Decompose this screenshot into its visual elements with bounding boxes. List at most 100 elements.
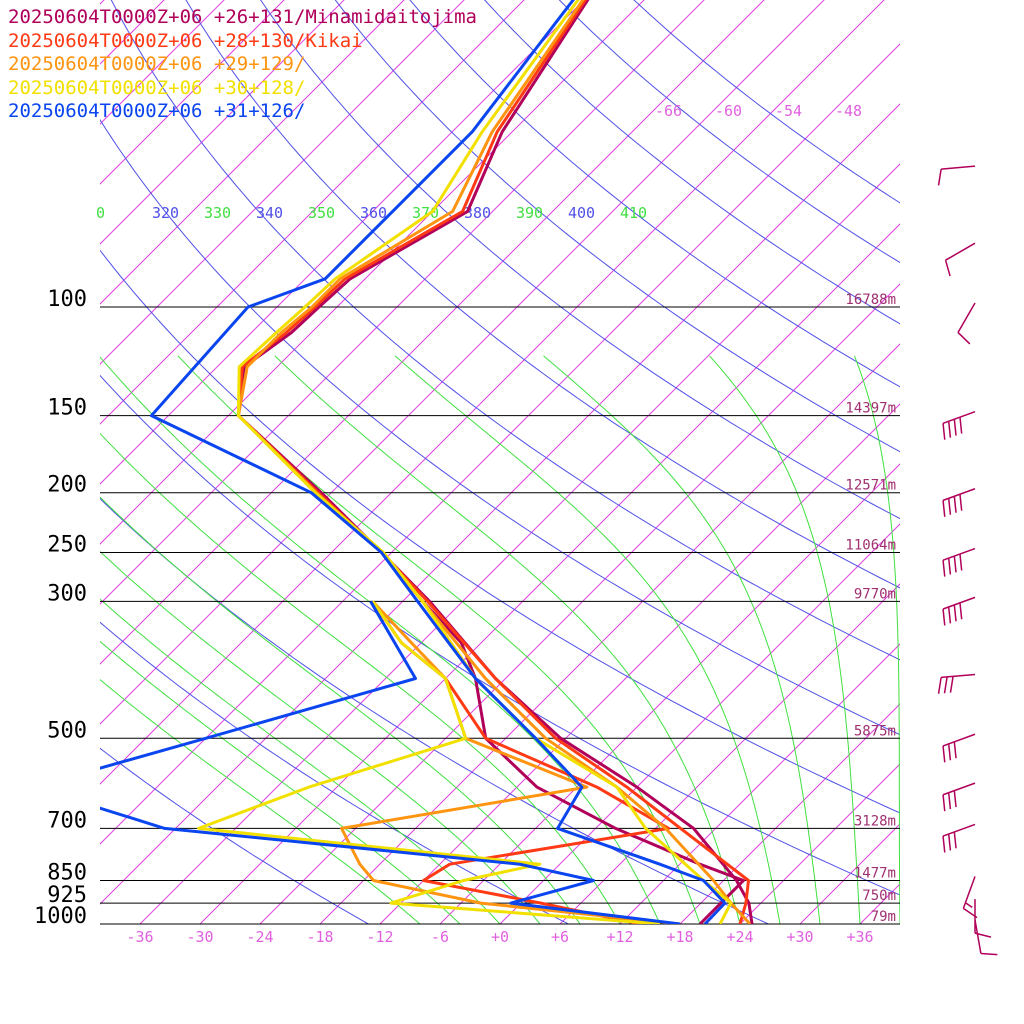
pressure-label: 150 xyxy=(47,396,87,421)
height-label: 9770m xyxy=(854,586,896,602)
isotherm-line xyxy=(199,223,900,924)
wind-barb-staff xyxy=(942,782,976,796)
wind-barb-staff xyxy=(942,410,976,424)
wind-barb-flag xyxy=(942,423,946,440)
isotherm-lines xyxy=(0,0,900,924)
legend-entry-3: 20250604T0000Z+06 +29+129/ xyxy=(8,53,306,75)
isentrope-label: 350 xyxy=(308,204,335,222)
wind-barb-flag xyxy=(942,835,946,853)
temperature-line-5 xyxy=(149,0,727,924)
pressure-label: 100 xyxy=(47,287,87,312)
isotherm-top-label: -66 xyxy=(655,102,682,120)
dry-adiabat-lines xyxy=(100,0,900,924)
isentrope-label: 330 xyxy=(204,204,231,222)
wind-barb-flag xyxy=(942,745,946,763)
isentrope-label: 360 xyxy=(360,204,387,222)
isentrope-label: 400 xyxy=(568,204,595,222)
wind-barb xyxy=(957,302,976,345)
dewpoint-line-1 xyxy=(421,600,745,924)
dry-adiabat-line xyxy=(558,0,900,264)
dry-adiabat-line xyxy=(100,497,770,924)
sounding-series xyxy=(100,0,754,924)
wind-barb-flag xyxy=(953,496,957,513)
wind-barbs xyxy=(937,165,998,956)
moist-adiabat-line xyxy=(100,550,541,924)
wind-barb xyxy=(942,733,976,763)
x-tick-label: +30 xyxy=(786,928,813,946)
wind-barb-flag xyxy=(943,676,948,694)
height-label: 12571m xyxy=(845,478,896,494)
dry-adiabat-line xyxy=(260,0,900,520)
isotherm-line xyxy=(499,523,900,924)
x-tick-label: +12 xyxy=(606,928,633,946)
wind-barb-flag xyxy=(947,743,952,761)
x-tick-label: +18 xyxy=(666,928,693,946)
wind-barb-flag xyxy=(959,417,963,434)
isotherm-top-label: -54 xyxy=(775,102,802,120)
wind-barb-staff xyxy=(942,488,976,502)
wind-barb-flag xyxy=(942,608,946,626)
moist-adiabat-line xyxy=(543,355,821,924)
dry-adiabat-line xyxy=(409,0,900,388)
wind-barb xyxy=(942,782,976,812)
pressure-label: 925 xyxy=(47,883,87,908)
wind-barb-flag xyxy=(953,604,957,622)
wind-barb xyxy=(942,596,976,626)
isotherm-line xyxy=(100,0,345,245)
isotherm-line xyxy=(100,43,900,845)
wind-barb-flag xyxy=(947,558,952,575)
isotherm-line xyxy=(100,0,825,725)
pressure-label: 200 xyxy=(47,473,87,498)
wind-barb-staff xyxy=(974,919,982,954)
wind-barb-flag xyxy=(947,833,952,851)
pressure-label: 300 xyxy=(47,581,87,606)
wind-barb-flag xyxy=(953,741,957,759)
x-tick-label: -24 xyxy=(246,928,273,946)
x-tick-label: -30 xyxy=(186,928,213,946)
isotherm-line xyxy=(439,463,900,924)
wind-barb-staff xyxy=(942,596,976,610)
wind-barb-staff xyxy=(942,823,976,837)
x-tick-label: -12 xyxy=(366,928,393,946)
isentrope-label: 410 xyxy=(620,204,647,222)
isotherm-line xyxy=(0,0,414,924)
isentrope-label: 380 xyxy=(464,204,491,222)
wind-barb-flag xyxy=(959,602,963,620)
moist-adiabat-line xyxy=(854,355,900,924)
moist-adiabat-line xyxy=(100,679,421,924)
wind-barb-staff xyxy=(962,876,976,909)
height-label: 16788m xyxy=(845,292,896,308)
legend-entry-1: 20250604T0000Z+06 +26+131/Minamidaitojim… xyxy=(8,6,477,28)
x-tick-label: -18 xyxy=(306,928,333,946)
isotherm-top-label: -60 xyxy=(715,102,742,120)
dry-adiabat-line xyxy=(110,0,900,661)
moist-adiabat-line xyxy=(100,598,501,924)
wind-barb-staff xyxy=(957,302,976,333)
moist-adiabat-line xyxy=(177,355,701,924)
legend-entry-4: 20250604T0000Z+06 +30+128/ xyxy=(8,76,306,99)
x-tick-label: -36 xyxy=(126,928,153,946)
wind-barb-flag xyxy=(942,794,946,812)
wind-barb-flag xyxy=(937,677,942,694)
pressure-label: 500 xyxy=(47,718,87,743)
legend: 20250604T0000Z+06 +26+131/Minamidaitojim… xyxy=(8,6,477,124)
isotherm-line xyxy=(100,0,765,665)
wind-barb-flag xyxy=(942,500,946,517)
wind-barb-flag xyxy=(942,560,946,577)
wind-barb xyxy=(937,673,976,694)
pressure-label: 850 xyxy=(47,860,87,885)
moist-adiabat-lines xyxy=(100,355,900,924)
dry-adiabat-line xyxy=(484,0,900,325)
isentrope-label: 320 xyxy=(152,204,179,222)
wind-barb-flag xyxy=(959,494,963,511)
pressure-label: 1000 xyxy=(34,904,87,929)
wind-barb-flag xyxy=(947,792,952,810)
wind-barb xyxy=(974,919,998,956)
legend-entry-2: 20250604T0000Z+06 +28+130/Kikai xyxy=(8,29,363,52)
isotherm-line xyxy=(100,0,465,365)
wind-barb-flag xyxy=(947,498,952,515)
wind-barb-flag xyxy=(980,952,998,956)
x-tick-label: -6 xyxy=(431,928,449,946)
dewpoint-line-4 xyxy=(197,600,661,924)
isotherm-line xyxy=(679,703,900,924)
